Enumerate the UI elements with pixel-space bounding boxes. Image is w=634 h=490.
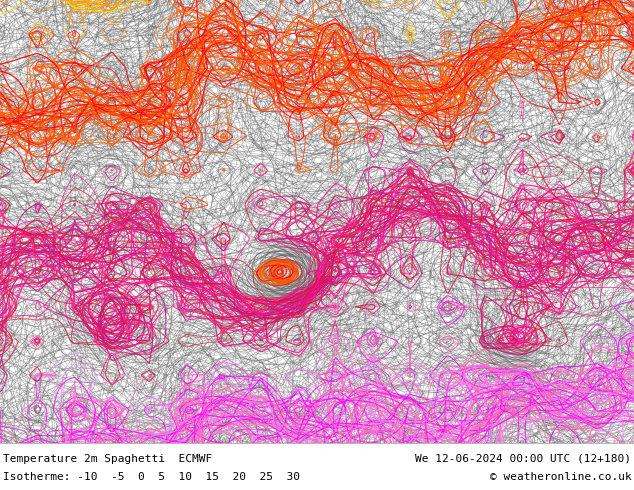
- Text: 20: 20: [439, 39, 444, 47]
- Text: We 12-06-2024 00:00 UTC (12+180): We 12-06-2024 00:00 UTC (12+180): [415, 454, 631, 464]
- Text: 25: 25: [6, 331, 15, 340]
- Text: 25: 25: [84, 310, 93, 319]
- Text: Temperature 2m Spaghetti  ECMWF: Temperature 2m Spaghetti ECMWF: [3, 454, 212, 464]
- Text: 20: 20: [288, 266, 297, 274]
- Text: 25: 25: [514, 272, 522, 279]
- Text: 30: 30: [313, 414, 318, 422]
- Text: 20: 20: [321, 101, 330, 108]
- Text: 20: 20: [31, 86, 37, 95]
- Text: 25: 25: [100, 221, 107, 230]
- Text: 20: 20: [468, 63, 476, 68]
- Text: 30: 30: [249, 402, 258, 409]
- Text: 25: 25: [531, 342, 540, 350]
- Text: 20: 20: [94, 110, 103, 116]
- Text: 20: 20: [40, 137, 49, 145]
- Text: 30: 30: [287, 431, 295, 440]
- Text: 30: 30: [573, 417, 581, 423]
- Text: © weatheronline.co.uk: © weatheronline.co.uk: [489, 471, 631, 482]
- Text: 20: 20: [401, 137, 410, 146]
- Text: 20: 20: [178, 170, 188, 178]
- Text: 30: 30: [348, 352, 354, 360]
- Text: 30: 30: [559, 378, 566, 387]
- Text: 30: 30: [252, 400, 260, 406]
- Text: 20: 20: [190, 105, 198, 115]
- Text: 20: 20: [619, 15, 628, 24]
- Text: 20: 20: [289, 260, 298, 268]
- Text: 30: 30: [122, 423, 129, 432]
- Text: 25: 25: [311, 288, 320, 297]
- Text: 20: 20: [175, 0, 184, 8]
- Text: 20: 20: [41, 26, 51, 34]
- Text: 25: 25: [104, 205, 112, 214]
- Text: 30: 30: [628, 394, 634, 403]
- Text: 20: 20: [222, 39, 231, 47]
- Text: 30: 30: [537, 395, 547, 404]
- Text: 25: 25: [562, 155, 572, 163]
- Text: 20: 20: [299, 56, 308, 65]
- Text: 30: 30: [344, 438, 354, 446]
- Text: Isotherme: -10  -5  0  5  10  15  20  25  30: Isotherme: -10 -5 0 5 10 15 20 25 30: [3, 471, 299, 482]
- Text: 25: 25: [118, 292, 127, 299]
